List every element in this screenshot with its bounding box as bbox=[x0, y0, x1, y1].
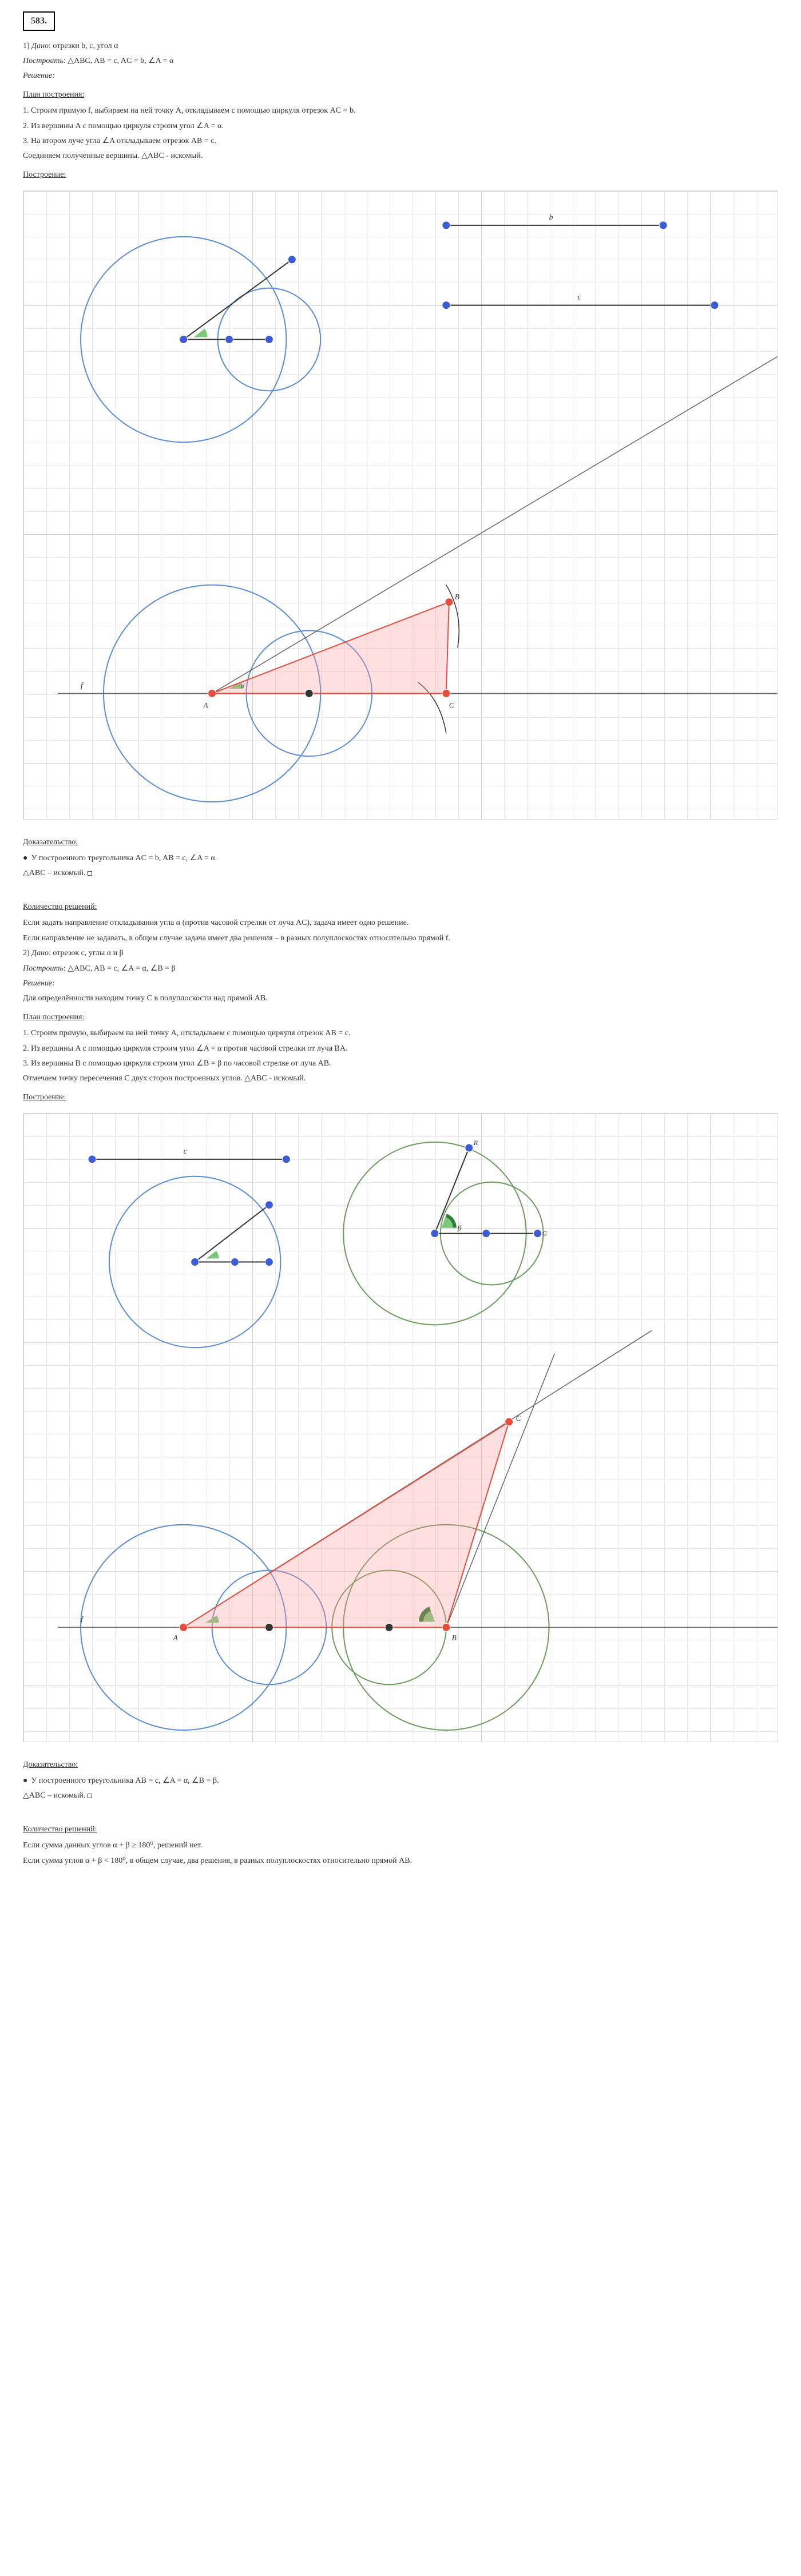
svg-text:C: C bbox=[516, 1414, 521, 1422]
svg-text:B: B bbox=[452, 1633, 457, 1641]
part2-construct: Построить: △ABC, AB = c, ∠A = α, ∠B = β bbox=[23, 963, 778, 975]
plan2-step-3: 3. Из вершины B с помощью циркуля строим… bbox=[23, 1058, 778, 1070]
given-text-2: : отрезок c, углы α и β bbox=[49, 949, 124, 957]
plan-step-3: 3. На втором луче угла ∠A откладываем от… bbox=[23, 135, 778, 148]
svg-text:f: f bbox=[81, 1616, 84, 1624]
problem-number: 583. bbox=[23, 11, 55, 31]
part1-count-1: Если задать направление откладывания угл… bbox=[23, 917, 778, 929]
svg-text:c: c bbox=[184, 1147, 188, 1156]
plan2-step-1: 1. Строим прямую, выбираем на ней точку … bbox=[23, 1027, 778, 1040]
svg-text:R: R bbox=[473, 1139, 478, 1147]
plan2-final: Отмечаем точку пересечения C двух сторон… bbox=[23, 1072, 778, 1085]
part2-clarify: Для определённости находим точку C в пол… bbox=[23, 992, 778, 1005]
part2-given: 2) Дано: отрезок c, углы α и β bbox=[23, 947, 778, 960]
plan-final-1: Соединяем полученные вершины. △ABC - иск… bbox=[23, 150, 778, 162]
plan-step-1: 1. Строим прямую f, выбираем на ней точк… bbox=[23, 105, 778, 117]
part1-construct: Построить: △ABC, AB = c, AC = b, ∠A = α bbox=[23, 55, 778, 67]
part2-count-label: Количество решений: bbox=[23, 1823, 778, 1836]
svg-text:A: A bbox=[203, 701, 208, 709]
construct-text: : △ABC, AB = c, AC = b, ∠A = α bbox=[64, 57, 173, 65]
part1-proof-label: Доказательство: bbox=[23, 836, 778, 849]
svg-text:f: f bbox=[81, 682, 84, 690]
part1-count-label: Количество решений: bbox=[23, 901, 778, 913]
part1-given: 1) Дано: отрезки b, c, угол α bbox=[23, 40, 778, 53]
part2-plan-title: План построения: bbox=[23, 1011, 778, 1024]
svg-text:C: C bbox=[449, 701, 454, 709]
part1-proof-text: ●У построенного треугольника AC = b, AB … bbox=[23, 852, 778, 865]
part1-construction-label: Построение: bbox=[23, 169, 778, 181]
part2-proof-label: Доказательство: bbox=[23, 1759, 778, 1771]
construct-label-2: Построить bbox=[23, 964, 64, 973]
part1-count-2: Если направление не задавать, в общем сл… bbox=[23, 932, 778, 945]
part2-count-1: Если сумма данных углов α + β ≥ 180⁰, ре… bbox=[23, 1839, 778, 1852]
given-text: : отрезки b, c, угол α bbox=[49, 42, 118, 50]
part2-proof-text: ●У построенного треугольника AB = c, ∠A … bbox=[23, 1775, 778, 1787]
part2-proof-conclusion: △ABC – искомый. bbox=[23, 1790, 778, 1802]
svg-text:b: b bbox=[549, 213, 553, 222]
part2-count-2: Если сумма углов α + β < 180⁰, в общем с… bbox=[23, 1855, 778, 1867]
part2-construction-label: Построение: bbox=[23, 1091, 778, 1104]
svg-text:G: G bbox=[542, 1230, 548, 1238]
svg-text:c: c bbox=[577, 293, 581, 302]
figure-2: c β R Gf A B C bbox=[23, 1113, 778, 1742]
construct-text-2: : △ABC, AB = c, ∠A = α, ∠B = β bbox=[64, 964, 176, 973]
part1-plan-title: План построения: bbox=[23, 89, 778, 101]
plan2-step-2: 2. Из вершины A с помощью циркуля строим… bbox=[23, 1043, 778, 1055]
construct-label: Построить bbox=[23, 57, 64, 65]
svg-text:β: β bbox=[457, 1224, 462, 1233]
plan-step-2: 2. Из вершины A с помощью циркуля строим… bbox=[23, 120, 778, 133]
given-label-2: Дано bbox=[31, 949, 49, 957]
given-label: Дано bbox=[31, 42, 49, 50]
part1-solution-label: Решение: bbox=[23, 70, 778, 82]
part2-solution-label: Решение: bbox=[23, 977, 778, 990]
svg-text:B: B bbox=[455, 593, 459, 601]
figure-1: b c f A B Cα bbox=[23, 190, 778, 820]
svg-text:α: α bbox=[241, 682, 245, 690]
part1-proof-conclusion: △ABC – искомый. bbox=[23, 867, 778, 880]
svg-text:A: A bbox=[173, 1633, 178, 1641]
